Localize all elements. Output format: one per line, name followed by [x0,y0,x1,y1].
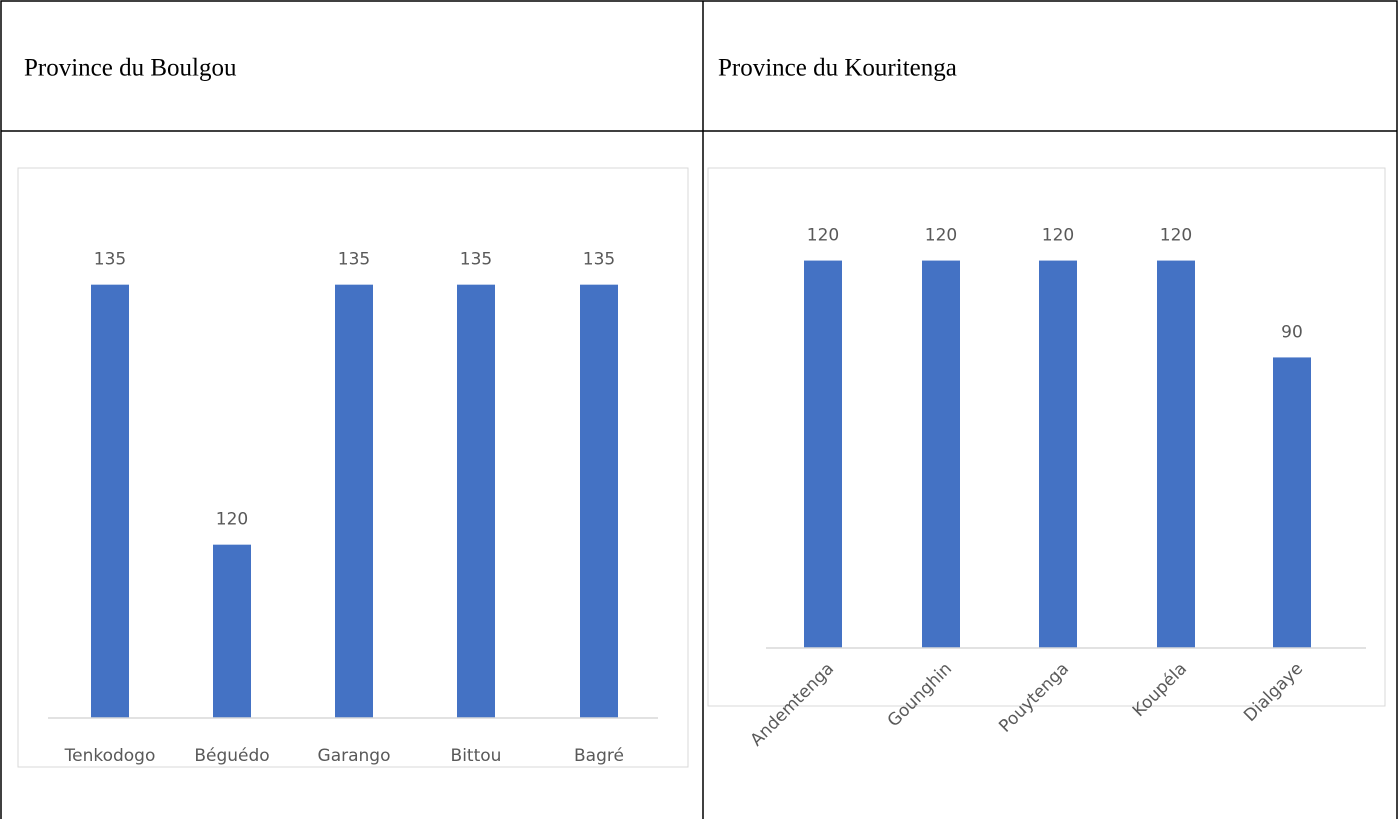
data-label: 120 [807,226,839,246]
data-label: 135 [583,250,615,270]
bar [1273,357,1311,648]
bar [213,544,251,718]
bar [457,284,495,718]
x-tick-label: Tenkodogo [64,746,156,766]
bar [922,260,960,648]
data-label: 120 [925,226,957,246]
data-label: 90 [1281,322,1303,342]
x-tick-label: Bagré [574,746,624,766]
data-label: 135 [338,250,370,270]
bar [1157,260,1195,648]
x-tick-label: Béguédo [194,746,269,766]
bar [804,260,842,648]
data-label: 120 [1042,226,1074,246]
bar [91,284,129,718]
bar [1039,260,1077,648]
bar [580,284,618,718]
data-label: 120 [1160,226,1192,246]
header-title: Province du Kouritenga [718,55,957,82]
data-label: 135 [460,250,492,270]
bar [335,284,373,718]
data-label: 120 [216,510,248,530]
data-label: 135 [94,250,126,270]
x-tick-label: Bittou [451,746,502,766]
x-tick-label: Garango [318,746,391,766]
header-title: Province du Boulgou [24,55,237,82]
